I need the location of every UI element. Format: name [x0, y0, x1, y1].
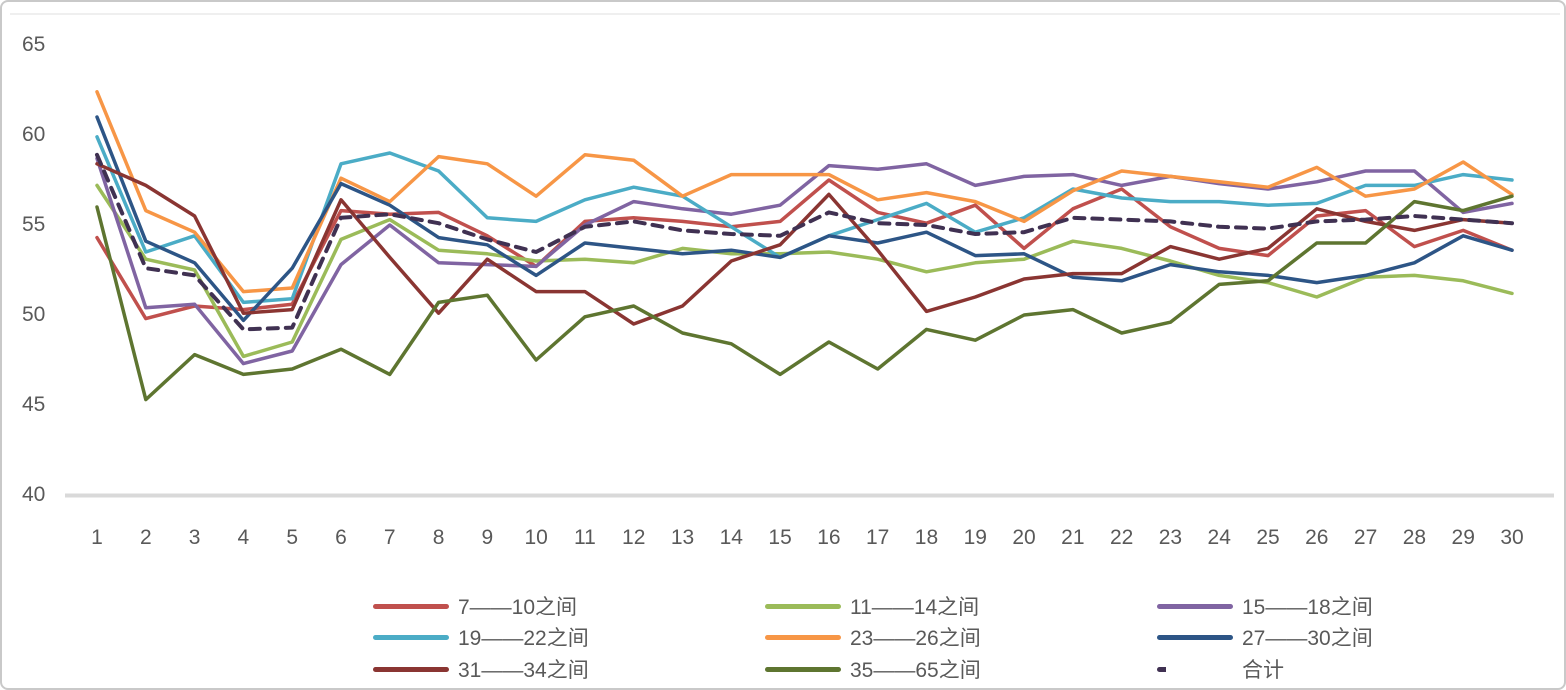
legend-item-2[interactable]: 11——14之间 — [765, 594, 980, 619]
legend-item-1[interactable]: 7——10之间 — [373, 594, 578, 619]
legend-line-swatch — [1157, 603, 1233, 609]
x-tick-label: 8 — [432, 526, 445, 549]
legend-item-4[interactable]: 19——22之间 — [373, 625, 589, 650]
legend-label: 11——14之间 — [850, 596, 980, 619]
x-tick-label: 21 — [1061, 526, 1085, 549]
legend-item-8[interactable]: 35——65之间 — [765, 657, 981, 682]
x-tick-label: 27 — [1353, 526, 1378, 549]
legend-line-swatch — [765, 634, 841, 640]
legend-label: 35——65之间 — [850, 659, 981, 682]
x-tick-label: 12 — [622, 526, 646, 549]
x-tick-label: 1 — [91, 526, 103, 549]
x-tick-label: 24 — [1207, 526, 1231, 549]
x-tick-label: 22 — [1109, 526, 1134, 549]
y-tick-label: 65 — [22, 33, 46, 56]
x-tick-label: 14 — [719, 526, 743, 549]
legend-item-3[interactable]: 15——18之间 — [1157, 594, 1373, 619]
legend-line-swatch — [765, 666, 841, 672]
x-tick-label: 19 — [963, 526, 987, 549]
y-tick-label: 40 — [22, 483, 46, 506]
x-tick-label: 4 — [237, 526, 250, 549]
x-tick-label: 10 — [524, 526, 548, 549]
x-tick-label: 17 — [866, 526, 890, 549]
legend-label: 合计 — [1242, 659, 1284, 682]
x-tick-label: 11 — [574, 526, 596, 549]
x-tick-label: 7 — [383, 526, 396, 549]
x-tick-label: 26 — [1305, 526, 1329, 549]
x-tick-label: 13 — [670, 526, 695, 549]
series-line-1 — [95, 178, 1514, 321]
legend-item-5[interactable]: 23——26之间 — [765, 625, 981, 650]
x-tick-label: 28 — [1402, 526, 1427, 549]
y-tick-label: 60 — [22, 123, 46, 146]
y-tick-label: 55 — [22, 213, 46, 236]
legend-line-swatch — [765, 603, 841, 609]
x-tick-label: 3 — [188, 526, 201, 549]
x-tick-label: 23 — [1158, 526, 1183, 549]
x-tick-label: 29 — [1451, 526, 1475, 549]
series-line-8 — [95, 194, 1514, 402]
series-line-9 — [95, 152, 1514, 332]
legend-label: 23——26之间 — [850, 627, 981, 650]
legend-label: 19——22之间 — [458, 627, 589, 650]
x-tick-label: 18 — [914, 526, 939, 549]
legend-line-swatch — [373, 634, 449, 640]
x-tick-label: 15 — [768, 526, 792, 549]
x-tick-label: 5 — [286, 526, 299, 549]
legend-item-6[interactable]: 27——30之间 — [1157, 625, 1373, 650]
series-line-2 — [95, 183, 1514, 359]
legend-label: 27——30之间 — [1242, 627, 1373, 650]
legend-label: 7——10之间 — [458, 596, 578, 619]
legend-dashed-line-swatch — [1157, 666, 1233, 672]
y-tick-label: 50 — [22, 303, 46, 326]
y-tick-label: 45 — [22, 393, 46, 416]
x-tick-label: 20 — [1012, 526, 1036, 549]
legend-line-swatch — [373, 603, 449, 609]
legend-line-swatch — [373, 666, 449, 672]
series-line-5 — [95, 90, 1514, 294]
legend-item-7[interactable]: 31——34之间 — [373, 657, 589, 682]
legend-item-9[interactable]: 合计 — [1157, 657, 1284, 682]
x-tick-label: 16 — [817, 526, 841, 549]
legend-label: 31——34之间 — [458, 659, 589, 682]
x-tick-label: 6 — [335, 526, 347, 549]
x-tick-label: 25 — [1256, 526, 1280, 549]
legend-label: 15——18之间 — [1242, 596, 1373, 619]
x-tick-label: 2 — [139, 526, 152, 549]
legend-line-swatch — [1157, 634, 1233, 640]
x-tick-label: 30 — [1500, 526, 1524, 549]
x-tick-label: 9 — [481, 526, 494, 549]
series-line-7 — [95, 162, 1514, 326]
series-line-3 — [95, 156, 1514, 366]
